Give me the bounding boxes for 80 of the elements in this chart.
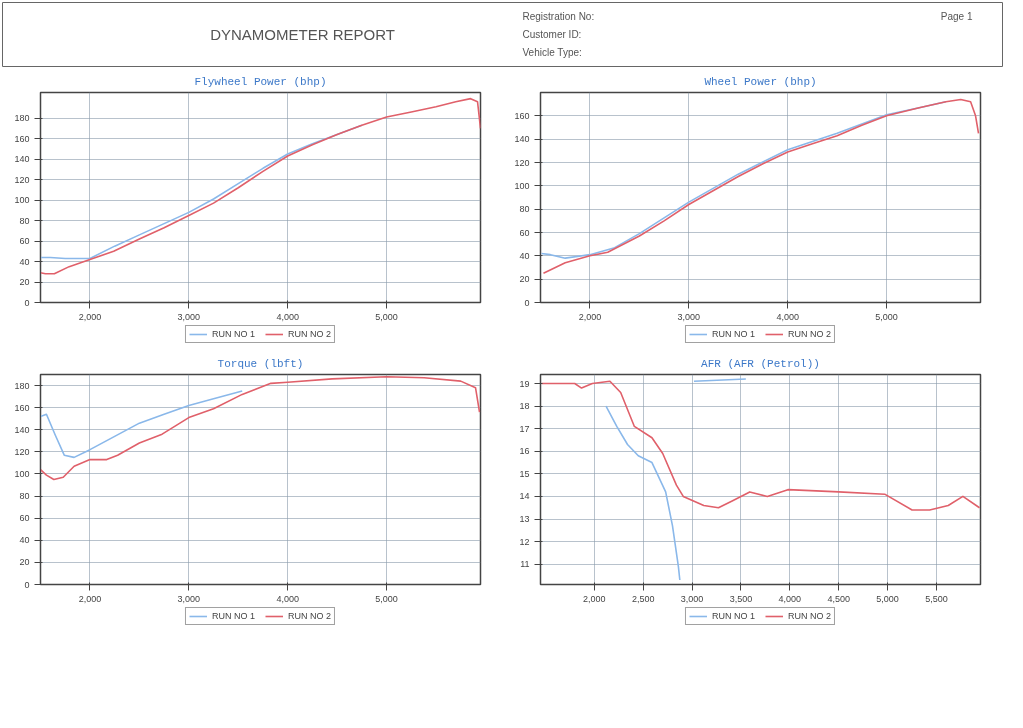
text: DYNAMOMETER REPORT	[210, 26, 395, 43]
y-tick-label: 100	[14, 468, 30, 479]
x-tick-label: 4,000	[276, 593, 299, 604]
y-tick-label: 80	[19, 491, 30, 502]
y-tick-label: 18	[519, 401, 530, 412]
y-tick-label: 140	[14, 424, 30, 435]
x-tick-label: 4,000	[776, 311, 799, 322]
line-series	[540, 380, 981, 511]
y-tick-label: 14	[519, 491, 530, 502]
chart-title: Torque (lbft)	[217, 357, 304, 370]
x-tick-label: 3,500	[729, 593, 753, 604]
text: Vehicle Type:	[522, 46, 582, 58]
y-tick-label: 40	[19, 535, 30, 546]
text: Customer ID:	[522, 29, 582, 40]
y-tick-label: 160	[14, 402, 30, 413]
x-tick-label: 5,500	[925, 593, 948, 604]
y-tick-label: 80	[19, 215, 30, 226]
legend-label: RUN NO 1	[711, 329, 755, 339]
x-tick-label: 3,000	[677, 311, 701, 322]
x-tick-label: 2,000	[583, 593, 606, 604]
x-tick-label: 2,500	[631, 593, 655, 604]
y-tick-label: 120	[14, 446, 30, 457]
legend-label: RUN NO 2	[788, 611, 832, 621]
y-tick-label: 0	[24, 297, 30, 308]
x-tick-label: 3,000	[680, 593, 704, 604]
y-tick-label: 15	[519, 468, 530, 479]
y-tick-label: 140	[14, 154, 30, 165]
chart-title: AFR (AFR (Petrol))	[701, 357, 820, 370]
line-series	[40, 97, 481, 275]
y-tick-label: 60	[19, 513, 30, 524]
y-tick-label: 180	[14, 113, 30, 124]
legend-label: RUN NO 1	[711, 611, 755, 621]
chart-title: Wheel Power (bhp)	[704, 75, 817, 88]
x-tick-label: 3,000	[177, 311, 201, 322]
x-tick-label: 2,000	[78, 593, 102, 604]
y-tick-label: 180	[14, 380, 30, 391]
y-tick-label: 20	[19, 277, 30, 288]
line-series	[542, 98, 980, 275]
y-tick-label: 0	[24, 579, 30, 590]
legend-label: RUN NO 2	[288, 611, 332, 621]
y-tick-label: 60	[519, 227, 530, 238]
legend-label: RUN NO 1	[211, 611, 255, 621]
x-tick-label: 3,000	[177, 593, 201, 604]
text: Registration No:	[522, 11, 595, 23]
y-tick-label: 80	[519, 204, 530, 215]
y-tick-label: 13	[519, 514, 530, 525]
x-tick-label: 5,000	[876, 593, 899, 604]
x-tick-label: 2,000	[578, 311, 602, 322]
y-tick-label: 100	[14, 195, 30, 206]
y-tick-label: 140	[514, 134, 530, 145]
x-tick-label: 5,000	[375, 311, 398, 322]
y-tick-label: 120	[514, 157, 530, 168]
x-tick-label: 2,000	[78, 311, 102, 322]
y-tick-label: 12	[519, 536, 530, 547]
line-series	[40, 390, 244, 459]
y-tick-label: 100	[514, 180, 530, 191]
x-tick-label: 4,500	[827, 593, 850, 604]
y-tick-label: 16	[519, 446, 530, 457]
y-tick-label: 160	[14, 133, 30, 144]
legend-label: RUN NO 2	[788, 329, 832, 339]
y-tick-label: 40	[519, 250, 530, 261]
y-tick-label: 160	[514, 110, 530, 121]
y-tick-label: 40	[19, 256, 30, 267]
y-tick-label: 19	[519, 378, 530, 389]
legend-label: RUN NO 2	[288, 329, 332, 339]
y-tick-label: 20	[19, 557, 30, 568]
x-tick-label: 5,000	[875, 311, 898, 322]
chart-title: Flywheel Power (bhp)	[194, 75, 327, 88]
line-series	[40, 375, 481, 481]
x-tick-label: 4,000	[276, 311, 299, 322]
x-tick-label: 5,000	[375, 593, 398, 604]
y-tick-label: 120	[14, 174, 30, 185]
y-tick-label: 60	[19, 236, 30, 247]
y-tick-label: 11	[520, 559, 530, 570]
legend-label: RUN NO 1	[211, 329, 255, 339]
y-tick-label: 17	[519, 423, 530, 434]
text: Page 1	[940, 11, 973, 23]
y-tick-label: 20	[519, 274, 530, 285]
x-tick-label: 4,000	[778, 593, 802, 604]
y-tick-label: 0	[524, 297, 530, 308]
